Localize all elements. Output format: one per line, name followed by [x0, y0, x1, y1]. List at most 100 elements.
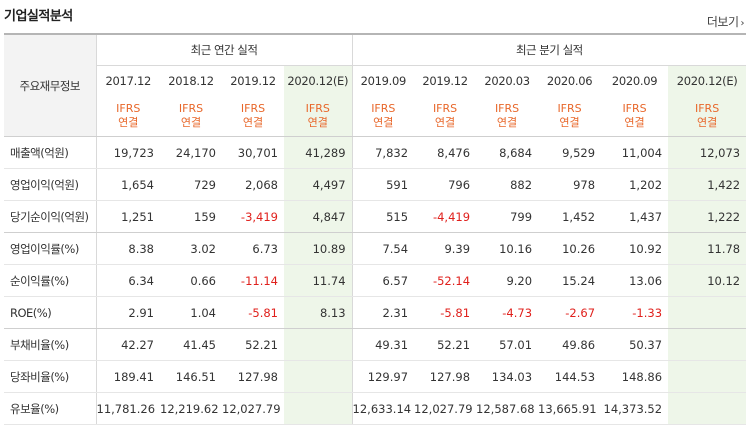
ifrs-label: IFRS	[494, 102, 520, 115]
period-header: 2018.12	[168, 74, 214, 88]
row-label: 당좌비율(%)	[4, 360, 97, 393]
table-cell: 10.92	[601, 232, 669, 265]
table-cell: 52.21	[222, 328, 284, 361]
table-cell: 12,219.62	[160, 392, 222, 425]
period-header: 2017.12	[105, 74, 152, 88]
table-cell: 0.66	[160, 264, 222, 297]
ifrs-label: IFRS	[557, 102, 582, 115]
period-header: 2020.12(E)	[668, 65, 747, 96]
table-cell: 1,202	[601, 168, 669, 201]
table-cell: 1,222	[668, 200, 747, 233]
table-cell: 8,684	[476, 136, 539, 169]
table-row: 영업이익률(%) 8.38 3.02 6.73 10.89 7.54 9.39 10.16 10…	[4, 232, 747, 265]
consolidated-label: 연결	[559, 116, 580, 129]
row-label: 영업이익률(%)	[4, 232, 97, 265]
table-cell	[668, 328, 747, 361]
table-cell: 189.41	[96, 360, 160, 393]
table-cell	[284, 360, 353, 393]
table-cell: -5.81	[414, 296, 477, 329]
table-row: 당기순이익(억원) 1,251 159 -3,419 4,847 515 -4,419 799…	[4, 200, 747, 233]
table-cell: 49.31	[352, 328, 415, 361]
table-cell: 13.06	[601, 264, 669, 297]
table-cell	[668, 296, 747, 329]
ifrs-badge: IFRS 연결	[601, 96, 669, 137]
table-cell	[668, 392, 747, 425]
table-cell: 882	[476, 168, 539, 201]
ifrs-badge: IFRS 연결	[160, 96, 222, 137]
ifrs-header-row: IFRS 연결 IFRS 연결 IFRS 연결 IFRS 연결 IFRS 연결 IFRS 연결 IFRS…	[4, 96, 747, 137]
ifrs-label: IFRS	[305, 102, 330, 115]
table-cell: 13,665.91	[538, 392, 602, 425]
consolidated-label: 연결	[434, 116, 456, 129]
table-cell: 11,004	[601, 136, 669, 169]
table-cell: 148.86	[601, 360, 669, 393]
table-cell: 1.04	[160, 296, 222, 329]
table-cell: -5.81	[222, 296, 284, 329]
table-cell: 4,497	[284, 168, 353, 201]
row-label: 매출액(억원)	[4, 136, 97, 169]
table-cell: 4,847	[284, 200, 353, 233]
table-cell: 1,654	[96, 168, 160, 201]
table-cell: 10.12	[668, 264, 747, 297]
table-cell: 19,723	[96, 136, 160, 169]
table-cell: 6.57	[352, 264, 415, 297]
table-cell: 49.86	[538, 328, 602, 361]
consolidated-label: 연결	[624, 116, 645, 129]
ifrs-label: IFRS	[432, 102, 458, 115]
table-cell: 10.26	[538, 232, 602, 265]
table-cell: 127.98	[222, 360, 284, 393]
table-cell: 6.34	[96, 264, 160, 297]
table-row: ROE(%) 2.91 1.04 -5.81 8.13 2.31 -5.81 -4.73 -2.…	[4, 296, 747, 329]
consolidated-label: 연결	[373, 116, 394, 129]
section-title: 기업실적분석	[4, 9, 73, 24]
table-cell: 30,701	[222, 136, 284, 169]
table-cell: 12,027.79	[414, 392, 477, 425]
table-cell: 8.38	[96, 232, 160, 265]
table-cell: 12,073	[668, 136, 747, 169]
ifrs-label: IFRS	[116, 102, 141, 115]
table-cell: 127.98	[414, 360, 477, 393]
more-label: 더보기	[706, 15, 739, 29]
quarter-group-header: 최근 분기 실적	[352, 33, 747, 66]
period-header: 2019.12	[422, 74, 468, 88]
ifrs-badge: IFRS 연결	[668, 96, 747, 137]
consolidated-label: 연결	[496, 116, 518, 129]
table-cell: 729	[160, 168, 222, 201]
table-cell: 978	[538, 168, 602, 201]
table-cell: 12,027.79	[222, 392, 284, 425]
period-header-row: 2017.12 2018.12 2019.12 2020.12(E) 2019.09 20…	[4, 65, 747, 96]
table-cell: 134.03	[476, 360, 539, 393]
consolidated-label: 연결	[242, 116, 264, 129]
ifrs-badge: IFRS 연결	[96, 96, 160, 137]
ifrs-badge: IFRS 연결	[538, 96, 602, 137]
table-cell: 41.45	[160, 328, 222, 361]
table-cell: -52.14	[414, 264, 477, 297]
period-header: 2019.09	[360, 74, 407, 88]
consolidated-label: 연결	[180, 116, 202, 129]
consolidated-label: 연결	[307, 116, 328, 129]
table-cell: 12,633.14	[352, 392, 415, 425]
table-cell: 515	[352, 200, 415, 233]
table-cell: 12,587.68	[476, 392, 539, 425]
table-cell: 10.89	[284, 232, 353, 265]
consolidated-label: 연결	[118, 116, 139, 129]
ifrs-label: IFRS	[178, 102, 204, 115]
period-header: 2020.09	[611, 74, 658, 88]
ifrs-badge: IFRS 연결	[352, 96, 415, 137]
table-cell: 144.53	[538, 360, 602, 393]
table-cell: 7,832	[352, 136, 415, 169]
table-cell: 9.20	[476, 264, 539, 297]
table-body: 매출액(억원) 19,723 24,170 30,701 41,289 7,832 8,47…	[4, 136, 747, 425]
annual-group-header: 최근 연간 실적	[96, 33, 353, 66]
table-row: 당좌비율(%) 189.41 146.51 127.98 129.97 127.98 134…	[4, 360, 747, 393]
table-cell: 6.73	[222, 232, 284, 265]
table-row: 순이익률(%) 6.34 0.66 -11.14 11.74 6.57 -52.14 9.20…	[4, 264, 747, 297]
more-link[interactable]: 더보기 ›	[706, 13, 745, 30]
table-cell: -11.14	[222, 264, 284, 297]
consolidated-label: 연결	[696, 116, 718, 129]
table-cell: 129.97	[352, 360, 415, 393]
row-label: 유보율(%)	[4, 392, 97, 425]
table-cell: 2.91	[96, 296, 160, 329]
row-label: 당기순이익(억원)	[4, 200, 97, 233]
row-label: 순이익률(%)	[4, 264, 97, 297]
